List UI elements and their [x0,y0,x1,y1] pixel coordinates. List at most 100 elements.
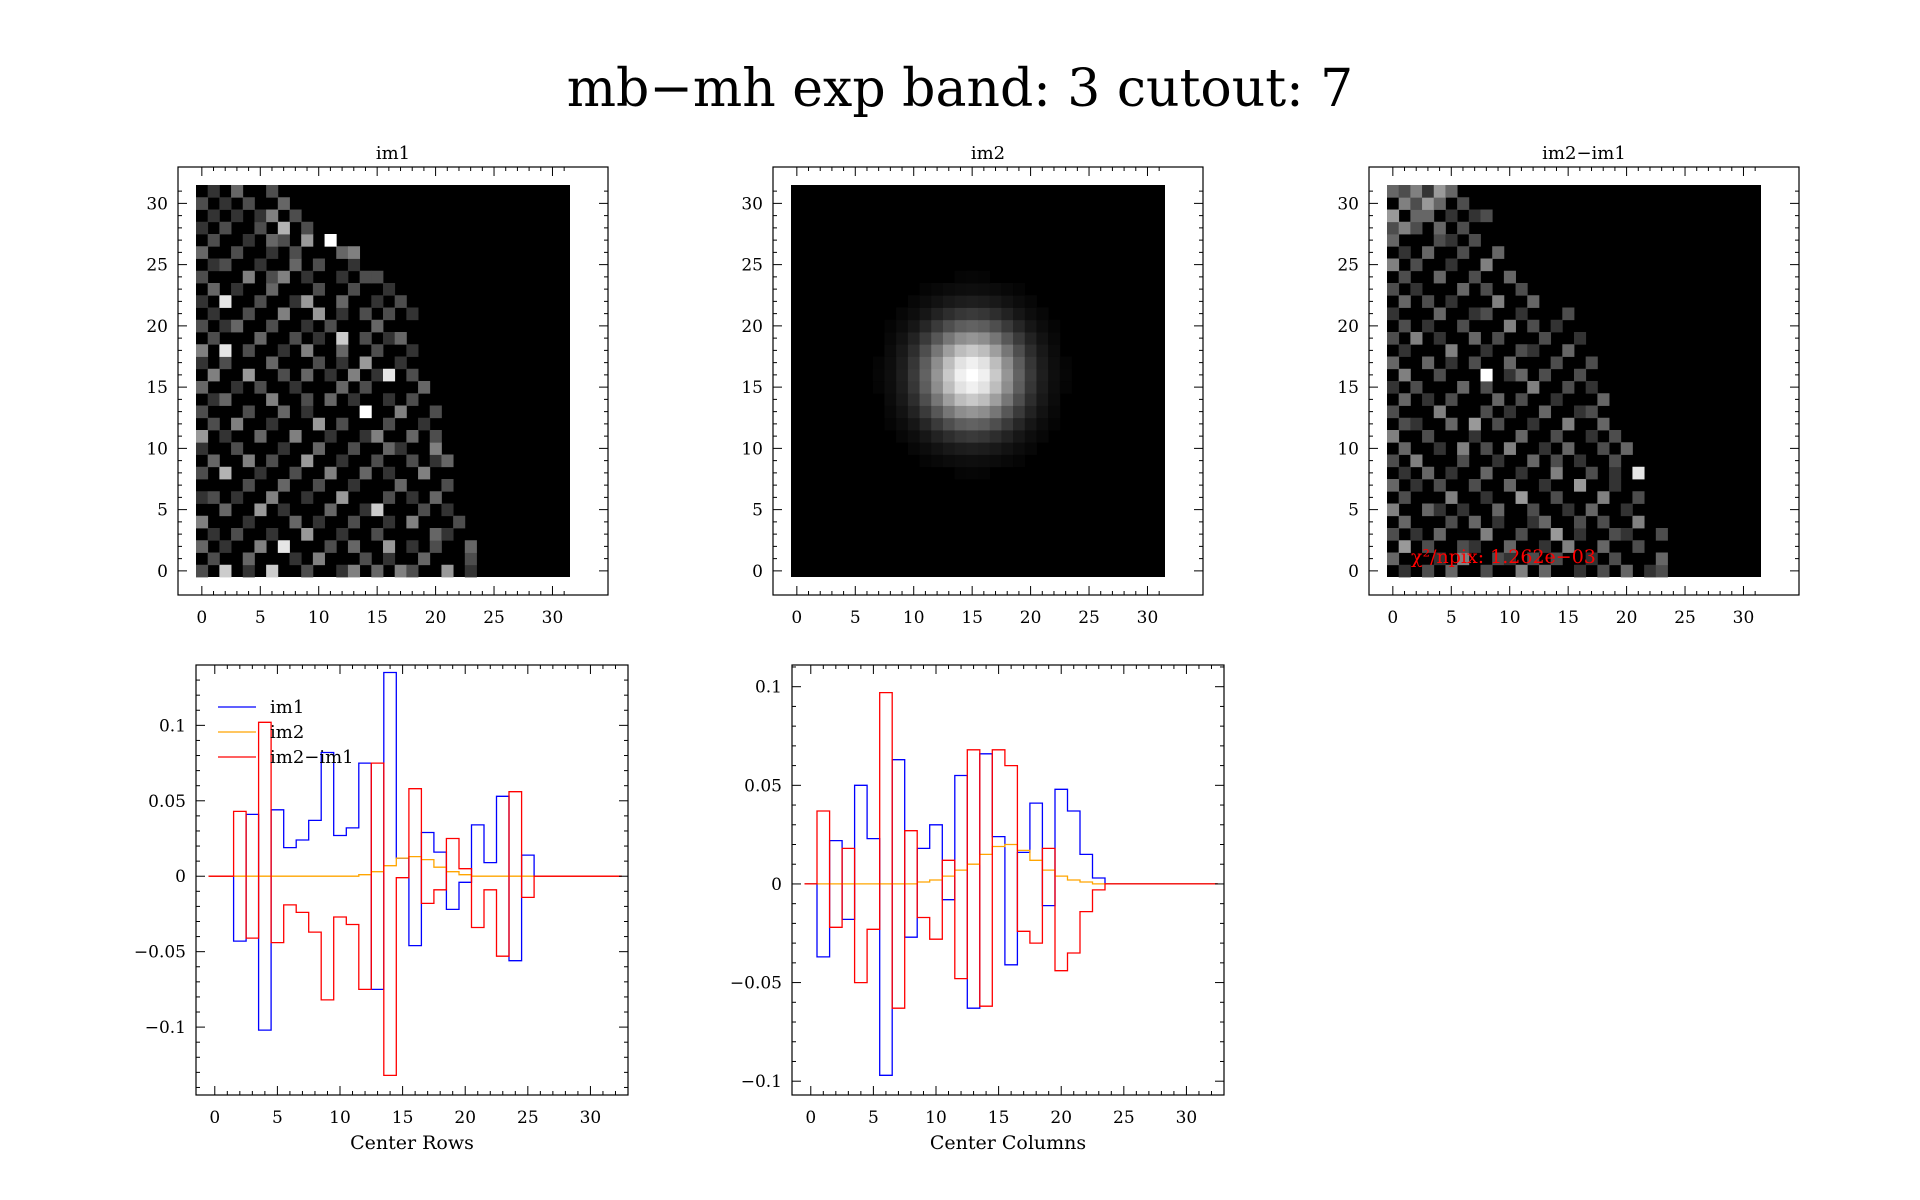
image-pixel [1410,381,1423,394]
image-pixel [1422,540,1435,553]
image-pixel [231,283,244,296]
image-pixel [1422,319,1435,333]
image-pixel [242,197,255,210]
image-pixel [231,528,244,541]
image-pixel [1538,479,1552,492]
image-pixel [231,381,244,394]
image-pixel [1410,283,1423,296]
image-pixel [907,319,920,333]
image-pixel [1574,528,1587,541]
image-pixel [989,381,1002,394]
image-pixel [347,442,361,455]
image-pixel [394,332,407,345]
image-pixel [1410,221,1423,235]
image-pixel [1387,234,1400,247]
image-pixel [383,393,396,406]
image-pixel [954,368,967,382]
image-pixel [254,209,267,223]
image-pixel [989,393,1002,406]
image-pixel [1433,405,1446,419]
image-pixel [1398,515,1411,529]
image-pixel [907,368,920,382]
image-pixel [1024,430,1037,443]
image-pixel [1538,515,1552,529]
image-pixel [931,368,944,382]
image-pixel [966,393,979,406]
y-tick-label: 5 [752,501,763,521]
image-pixel [219,393,232,406]
image-pixel [231,319,244,333]
image-pixel [289,515,302,529]
image-pixel [1550,466,1563,480]
image-pixel [383,540,396,553]
image-pixel [336,381,349,394]
image-pixel [301,344,314,357]
image-pixel [1433,368,1446,382]
y-tick-label: 30 [146,194,168,214]
image-pixel [1013,307,1026,321]
x-tick-label: 25 [1078,608,1100,628]
image-pixel [418,503,431,517]
image-pixel [978,319,991,333]
image-pixel [896,430,909,443]
image-frame [177,166,609,596]
image-pixel [1013,295,1026,308]
image-pixel [1059,356,1072,370]
image-pixel [289,332,302,345]
x-tick-label: 10 [1499,608,1521,628]
image-pixel [1597,540,1610,553]
image-pixel [1422,466,1435,480]
image-pixel [406,540,419,553]
image-pixel [324,319,337,333]
image-pixel [896,405,909,419]
image-panel-1: 0 5 10 15 20 25 30 0 5 10 15 20 25 30 im1 [146,143,609,628]
image-pixel [1515,528,1528,541]
image-pixel [942,356,956,370]
image-pixel [1503,356,1516,370]
image-pixel [464,552,477,566]
image-pixel [931,381,944,394]
image-pixel [954,356,967,370]
image-pixel [1597,491,1610,504]
y-tick-label: 30 [1337,194,1359,214]
image-pixel [1013,283,1026,296]
image-pixel [1445,393,1458,406]
image-pixel [1398,368,1411,382]
image-pixel [942,381,956,394]
image-pixel [1515,564,1528,578]
image-pixel [347,540,361,553]
image-pixel [371,270,384,284]
image-pixel [1410,454,1423,468]
x-tick-label: 30 [580,1108,602,1128]
image-pixel [942,417,956,431]
image-pixel [441,564,454,578]
image-pixel [383,442,396,455]
image-pixel [1538,332,1552,345]
image-pixel [1001,381,1014,394]
image-pixel [896,332,909,345]
image-pixel [1527,381,1540,394]
image-pixel [394,442,407,455]
image-panel-3: 0 5 10 15 20 25 30 0 5 10 15 20 25 30 im2−im1 χ²/npix: … [1337,143,1800,628]
image-pixel [966,381,979,394]
image-pixel [231,417,244,431]
image-pixel [196,197,209,210]
y-tick-label: 25 [741,256,763,276]
image-pixel [896,356,909,370]
image-pixel [1001,454,1014,468]
figure-title: mb−mh exp band: 3 cutout: 7 [567,59,1353,119]
image-pixel [312,417,325,431]
image-pixel [324,430,337,443]
image-pixel [207,283,220,296]
image-pixel [966,295,979,308]
image-pixel [966,442,979,455]
image-pixel [1410,417,1423,431]
image-pixel [1422,564,1435,578]
image-pixel [931,454,944,468]
image-pixel [1398,417,1411,431]
image-pixel [1468,356,1481,370]
image-pixel [312,332,325,345]
image-pixel [1048,368,1061,382]
image-pixel [1036,405,1049,419]
image-pixel [978,332,991,345]
